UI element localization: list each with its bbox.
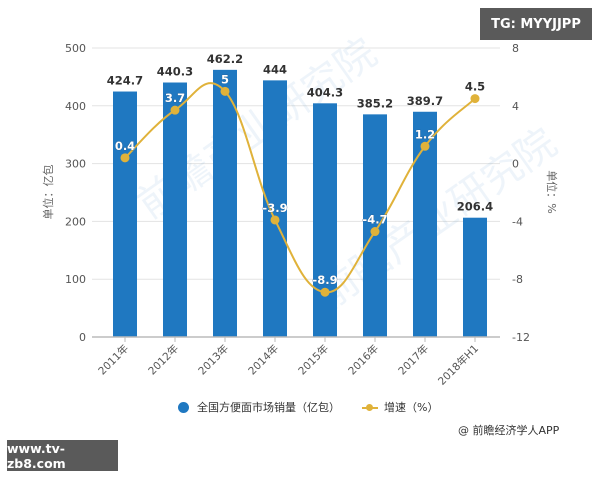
growth-point[interactable] — [270, 215, 280, 225]
bar-value-label: 385.2 — [357, 96, 393, 110]
growth-line — [124, 82, 476, 294]
growth-value-label: 3.7 — [165, 91, 185, 105]
bar-value-label: 424.7 — [107, 74, 143, 88]
legend-item-sales[interactable]: 全国方便面市场销量（亿包） — [178, 399, 340, 415]
growth-value-label: -4.7 — [362, 213, 387, 227]
bar-value-label: 404.3 — [307, 85, 343, 99]
bar[interactable] — [263, 80, 287, 338]
growth-value-label: 1.2 — [415, 127, 435, 141]
growth-value-label: -8.9 — [312, 273, 337, 287]
growth-value-label: -3.9 — [262, 201, 287, 215]
right-tick-label: 4 — [512, 100, 519, 113]
growth-point[interactable] — [470, 94, 480, 104]
left-tick-label: 0 — [79, 331, 86, 344]
bar[interactable] — [463, 217, 487, 337]
legend-label-growth: 增速（%） — [384, 401, 439, 414]
right-tick-label: -8 — [512, 273, 523, 286]
x-tick-label: 2015年 — [296, 342, 332, 378]
right-tick-label: -12 — [512, 331, 530, 344]
line-series — [120, 82, 480, 297]
watermark-badge-bottom: www.tv-zb8.com — [7, 440, 118, 471]
watermark-badge-top: TG: MYYJJPP — [480, 8, 592, 40]
growth-point[interactable] — [420, 141, 430, 151]
x-tick-label: 2014年 — [246, 342, 282, 378]
left-tick-label: 300 — [65, 158, 86, 171]
x-tick-label: 2018年H1 — [435, 342, 481, 388]
bar[interactable] — [213, 69, 237, 338]
bar-legend-dot-icon — [178, 401, 189, 413]
bar-value-label: 444 — [263, 62, 287, 76]
legend-item-growth[interactable]: 增速（%） — [362, 399, 438, 415]
bar[interactable] — [113, 91, 137, 337]
x-tick-label: 2013年 — [196, 342, 232, 378]
line-legend-marker-icon — [362, 402, 378, 413]
right-tick-label: 0 — [512, 158, 519, 171]
growth-point[interactable] — [120, 153, 130, 163]
bar-value-label: 440.3 — [157, 65, 193, 79]
left-tick-label: 500 — [65, 42, 86, 55]
bar-value-label: 389.7 — [407, 94, 443, 108]
legend-label-sales: 全国方便面市场销量（亿包） — [197, 401, 340, 414]
growth-point[interactable] — [220, 86, 230, 96]
left-tick-label: 400 — [65, 100, 86, 113]
growth-point[interactable] — [170, 105, 180, 115]
data-labels: 424.7 440.3 462.2 444 404.3 385.2 389.7 206.4 0.… — [107, 52, 493, 288]
right-tick-label: 8 — [512, 42, 519, 55]
x-tick-label: 2017年 — [396, 342, 432, 378]
x-tick-label: 2016年 — [346, 342, 382, 378]
x-tick-label: 2011年 — [96, 342, 132, 378]
x-tick-label: 2012年 — [146, 342, 182, 378]
left-tick-label: 100 — [65, 273, 86, 286]
chart-legend: 全国方便面市场销量（亿包） 增速（%） — [178, 399, 460, 415]
growth-value-label: 5 — [221, 72, 229, 86]
background-watermark: 前瞻产业研究院 前瞻产业研究院 — [129, 30, 565, 318]
left-axis-title: 单位：亿包 — [41, 165, 55, 220]
left-tick-label: 200 — [65, 215, 86, 228]
bar[interactable] — [363, 114, 387, 337]
growth-value-label: 4.5 — [465, 80, 485, 94]
bar[interactable] — [163, 82, 187, 338]
bar-value-label: 206.4 — [457, 200, 493, 214]
source-credit: @ 前瞻经济学人APP — [458, 424, 560, 437]
growth-point[interactable] — [370, 227, 380, 237]
bar[interactable] — [313, 103, 337, 337]
right-tick-label: -4 — [512, 215, 523, 228]
growth-value-label: 0.4 — [115, 139, 135, 153]
bar-value-label: 462.2 — [207, 52, 243, 66]
svg-text:前瞻产业研究院: 前瞻产业研究院 — [309, 120, 565, 318]
bar-series — [113, 69, 487, 338]
growth-point[interactable] — [320, 287, 330, 297]
right-axis-title: 单位：% — [545, 170, 559, 213]
